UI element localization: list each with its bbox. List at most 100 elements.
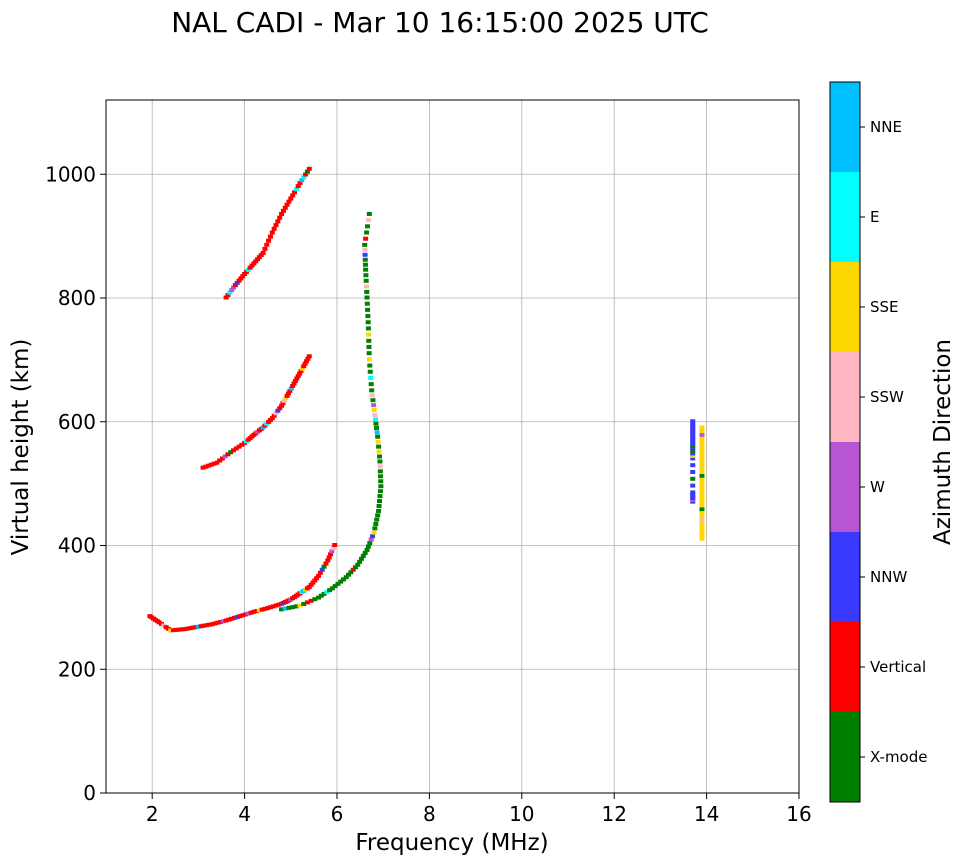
data-point (699, 425, 705, 430)
x-tick-label: 16 (786, 802, 811, 826)
data-point (251, 609, 257, 614)
data-point (302, 361, 308, 366)
data-point (256, 608, 262, 613)
data-point (699, 466, 705, 471)
trace-2 (200, 354, 312, 470)
data-point (690, 448, 696, 453)
colorbar-tick-label: W (870, 478, 885, 496)
data-point (273, 223, 279, 228)
data-point (377, 494, 383, 499)
data-point (330, 546, 336, 551)
data-point (304, 600, 310, 605)
x-axis: 2 4 6 8 10 12 14 16 (146, 793, 812, 826)
data-point (267, 605, 273, 610)
data-point (283, 396, 289, 401)
data-point (373, 521, 379, 526)
data-point (173, 627, 179, 632)
data-point (364, 301, 370, 306)
data-point (208, 462, 214, 467)
data-point (366, 211, 372, 216)
data-point (690, 463, 696, 468)
data-point (377, 469, 383, 474)
data-point (305, 356, 311, 361)
data-point (328, 552, 334, 557)
colorbar-swatch (830, 82, 860, 172)
data-point (369, 393, 375, 398)
data-point (360, 553, 366, 558)
data-point (372, 417, 378, 422)
data-point (233, 446, 239, 451)
data-point (368, 382, 374, 387)
data-point (364, 289, 370, 294)
data-point (365, 320, 371, 325)
data-point (297, 603, 303, 608)
data-point (348, 570, 354, 575)
data-point (168, 628, 174, 633)
data-point (279, 607, 285, 612)
data-point (373, 421, 379, 426)
data-point (266, 238, 272, 243)
data-point (362, 247, 368, 252)
data-point (321, 564, 327, 569)
data-point (297, 181, 303, 186)
data-point (269, 230, 275, 235)
colorbar-tick-label: Vertical (870, 658, 926, 676)
data-point (362, 252, 368, 257)
colorbar-swatch (830, 352, 860, 442)
data-point (378, 484, 384, 489)
data-point (293, 187, 299, 192)
trace-0 (147, 543, 338, 633)
data-point (258, 253, 264, 258)
data-point (369, 388, 375, 393)
data-point (364, 295, 370, 300)
data-point (317, 570, 323, 575)
data-point (358, 556, 364, 561)
data-point (280, 208, 286, 213)
data-point (690, 426, 696, 431)
data-point (243, 269, 249, 274)
data-point (690, 419, 696, 424)
data-point (269, 416, 275, 421)
colorbar-tick-label: NNW (870, 568, 907, 586)
data-point (232, 283, 238, 288)
data-point (279, 403, 285, 408)
data-point (363, 273, 369, 278)
plot-background (106, 100, 799, 793)
data-point (310, 580, 316, 585)
data-point (240, 274, 246, 279)
data-point (699, 525, 705, 530)
data-point (699, 429, 705, 434)
data-point (256, 255, 262, 260)
data-point (376, 444, 382, 449)
data-point (259, 607, 265, 612)
data-point (260, 250, 266, 255)
data-point (364, 230, 370, 235)
data-point (225, 452, 231, 457)
data-point (238, 276, 244, 281)
data-point (217, 458, 223, 463)
data-point (223, 618, 229, 623)
data-point (699, 488, 705, 493)
data-point (303, 172, 309, 177)
data-point (332, 543, 338, 547)
data-point (251, 261, 257, 266)
trace-1 (279, 211, 384, 612)
data-point (287, 388, 293, 393)
colorbar-swatch (830, 712, 860, 802)
data-point (176, 627, 182, 632)
data-point (304, 359, 310, 364)
data-point (370, 398, 376, 403)
data-point (211, 461, 217, 466)
data-point (376, 508, 382, 513)
data-point (699, 510, 705, 515)
data-point (371, 403, 377, 408)
data-point (231, 615, 237, 620)
data-point (690, 436, 696, 441)
colorbar-frame (829, 81, 861, 803)
data-point (377, 499, 383, 504)
data-point (699, 499, 705, 504)
data-point (690, 429, 696, 434)
data-point (206, 463, 212, 468)
data-point (292, 379, 298, 384)
data-point (308, 582, 314, 587)
